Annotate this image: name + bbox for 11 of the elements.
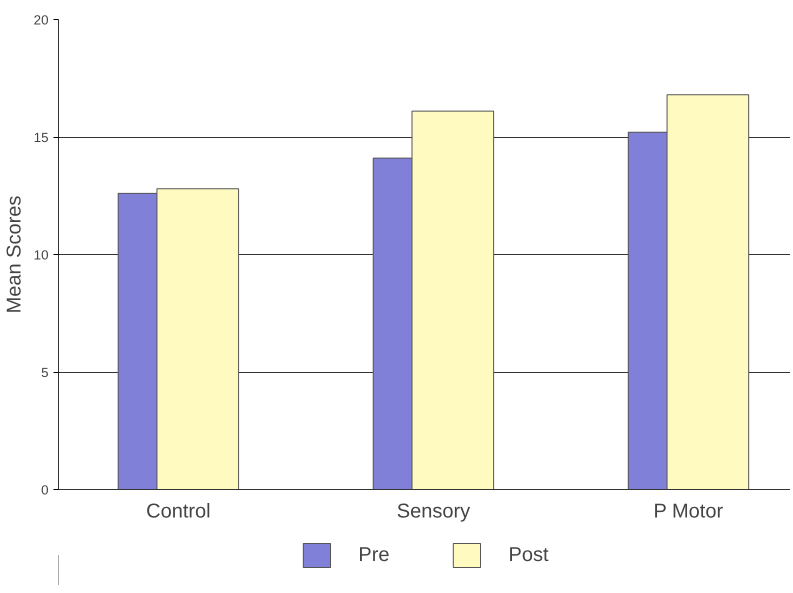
x-tick-label: Sensory xyxy=(396,500,470,522)
y-tick-label: 5 xyxy=(41,365,49,380)
y-tick-label: 0 xyxy=(41,482,49,498)
legend-label: Post xyxy=(508,544,549,566)
x-tick-label: P Motor xyxy=(653,500,724,522)
y-tick-label: 15 xyxy=(34,130,49,145)
y-tick-label: 10 xyxy=(34,248,49,262)
y-axis-title: Mean Scores xyxy=(4,196,26,314)
legend-label: Pre xyxy=(358,544,390,566)
y-tick-label: 20 xyxy=(34,12,49,28)
x-tick-label: Control xyxy=(146,500,211,522)
